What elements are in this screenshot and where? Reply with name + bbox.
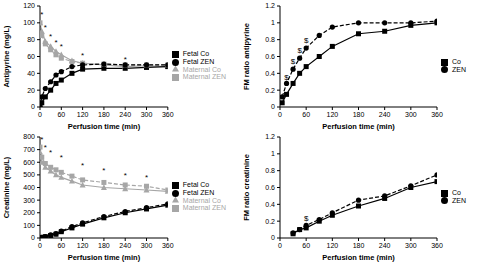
svg-text:*: * [49,32,52,41]
svg-text:300: 300 [405,242,417,249]
svg-text:0.2: 0.2 [265,87,275,94]
svg-text:360: 360 [431,242,443,249]
svg-text:1: 1 [271,19,275,26]
svg-text:180: 180 [353,242,365,249]
svg-text:180: 180 [98,111,110,118]
svg-text:240: 240 [379,242,391,249]
svg-text:360: 360 [162,242,174,249]
svg-text:*: * [40,10,43,19]
svg-text:60: 60 [57,111,65,118]
svg-text:360: 360 [431,111,443,118]
svg-text:*: * [145,173,148,182]
svg-text:120: 120 [326,242,338,249]
svg-text:*: * [44,143,47,152]
svg-text:240: 240 [119,111,131,118]
svg-text:120: 120 [77,111,89,118]
svg-text:1.2: 1.2 [265,2,275,9]
html-text:Fetal ZEN: Fetal ZEN [182,57,215,65]
svg-text:0.2: 0.2 [265,218,275,225]
svg-text:*: * [49,148,52,157]
html-text:Maternal Co: Maternal Co [182,65,221,73]
svg-text:20: 20 [27,87,35,94]
svg-text:Antipyrine (mg/L): Antipyrine (mg/L) [8,25,11,88]
html-text:ZEN: ZEN [452,65,466,73]
svg-text:Perfusion time (min): Perfusion time (min) [68,122,141,131]
svg-text:0: 0 [38,242,42,249]
svg-text:*: * [44,23,47,32]
svg-text:300: 300 [23,197,35,204]
svg-text:120: 120 [23,2,35,9]
svg-text:80: 80 [27,36,35,43]
html-text:ZEN: ZEN [452,196,466,204]
svg-text:0: 0 [278,242,282,249]
svg-text:500: 500 [23,171,35,178]
svg-text:FM ratio creatinine: FM ratio creatinine [242,154,251,221]
svg-text:400: 400 [23,184,35,191]
svg-text:$: $ [304,36,309,45]
svg-text:300: 300 [141,111,153,118]
svg-text:$: $ [291,57,296,66]
html-text:Maternal ZEN: Maternal ZEN [182,73,226,81]
svg-text:200: 200 [23,209,35,216]
svg-text:*: * [124,171,127,180]
svg-text:60: 60 [57,242,65,249]
html-text:Maternal Co: Maternal Co [182,196,221,204]
svg-text:$: $ [297,46,302,55]
svg-text:*: * [102,166,105,175]
svg-text:360: 360 [162,111,174,118]
svg-text:180: 180 [353,111,365,118]
svg-text:120: 120 [326,111,338,118]
svg-text:0: 0 [271,103,275,110]
svg-text:Perfusion time (min): Perfusion time (min) [322,122,395,131]
svg-text:FM ratio antipyrine: FM ratio antipyrine [242,23,251,90]
svg-text:0.4: 0.4 [265,70,275,77]
svg-text:60: 60 [302,242,310,249]
html-text:Fetal Co: Fetal Co [182,181,210,189]
svg-text:700: 700 [23,146,35,153]
svg-text:0.4: 0.4 [265,201,275,208]
svg-text:240: 240 [379,111,391,118]
svg-text:600: 600 [23,159,35,166]
svg-text:120: 120 [77,242,89,249]
svg-text:Creatinine (mg/L): Creatinine (mg/L) [8,156,11,218]
svg-text:*: * [124,55,127,64]
svg-text:0: 0 [31,103,35,110]
svg-text:1: 1 [271,150,275,157]
svg-text:0.6: 0.6 [265,184,275,191]
svg-text:100: 100 [23,222,35,229]
svg-text:0: 0 [38,111,42,118]
svg-text:300: 300 [141,242,153,249]
svg-text:0.6: 0.6 [265,53,275,60]
svg-text:*: * [81,161,84,170]
svg-text:60: 60 [27,53,35,60]
svg-text:40: 40 [27,70,35,77]
svg-text:1.2: 1.2 [265,133,275,140]
svg-text:*: * [81,51,84,60]
svg-text:*: * [60,153,63,162]
svg-text:*: * [54,38,57,47]
html-text:Fetal ZEN: Fetal ZEN [182,188,215,196]
svg-text:Perfusion time (min): Perfusion time (min) [322,253,395,262]
svg-text:240: 240 [119,242,131,249]
html-text:Co: Co [452,188,461,196]
svg-text:60: 60 [302,111,310,118]
html-text:Co: Co [452,57,461,65]
svg-text:800: 800 [23,133,35,140]
svg-text:100: 100 [23,19,35,26]
svg-text:$: $ [284,73,289,82]
svg-text:0: 0 [31,234,35,241]
svg-text:*: * [60,42,63,51]
html-text:Maternal ZEN: Maternal ZEN [182,204,226,212]
html-text:Fetal Co: Fetal Co [182,50,210,58]
svg-text:Perfusion time (min): Perfusion time (min) [68,253,141,262]
svg-text:$: $ [304,214,309,223]
svg-text:0.8: 0.8 [265,36,275,43]
svg-text:0.8: 0.8 [265,167,275,174]
svg-text:0: 0 [271,234,275,241]
svg-text:300: 300 [405,111,417,118]
svg-text:180: 180 [98,242,110,249]
svg-text:0: 0 [278,111,282,118]
